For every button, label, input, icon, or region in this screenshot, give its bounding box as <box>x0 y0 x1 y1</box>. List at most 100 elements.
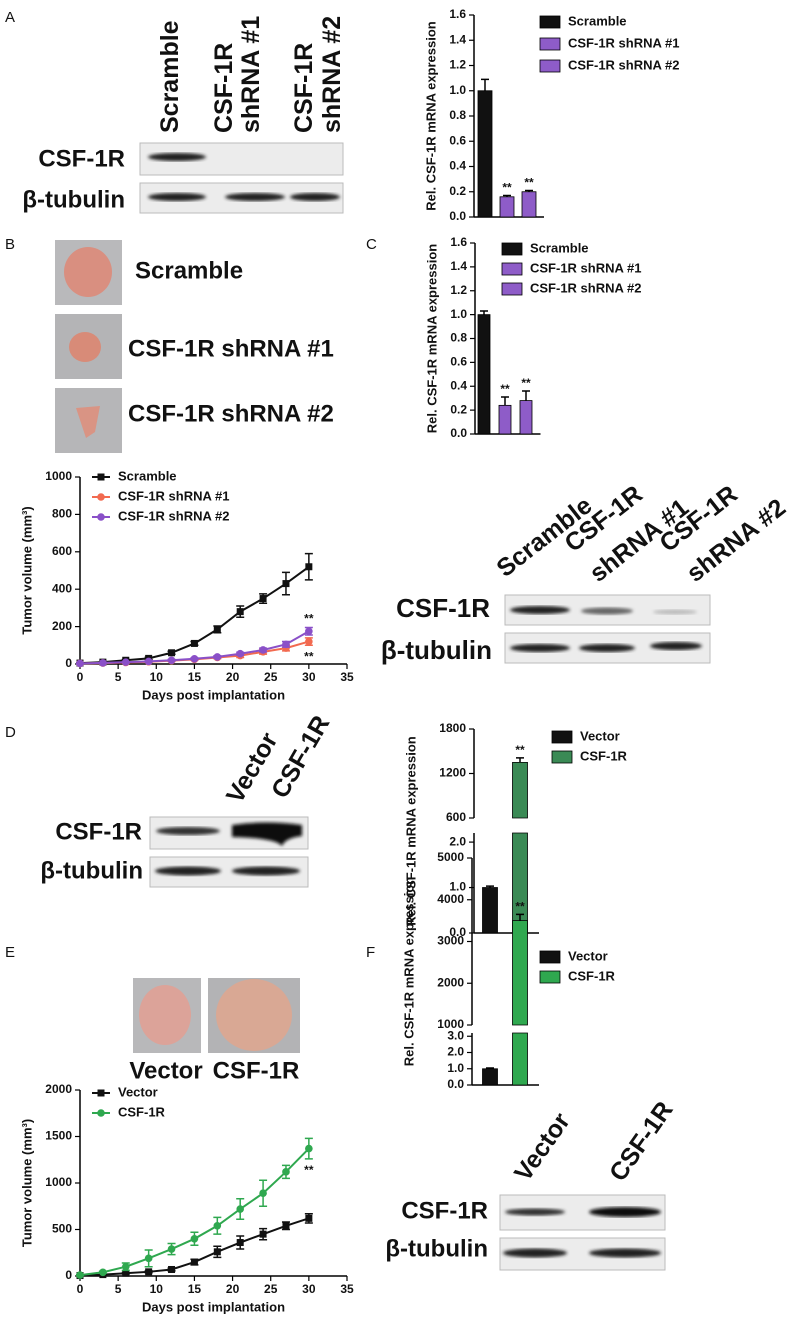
blot: Vector CSF-1R CSF-1R β-tubulin <box>40 711 335 888</box>
y-tick-label: 1000 <box>45 1175 72 1189</box>
y-tick-label: 5000 <box>437 850 464 864</box>
line <box>79 1147 310 1277</box>
x-tick-label: 25 <box>264 670 278 684</box>
y-tick-label: 0.4 <box>449 159 466 173</box>
y-tick-label: 600 <box>446 810 466 824</box>
y-axis-label: Rel. CSF-1R mRNA expression <box>424 244 439 434</box>
bar <box>499 196 515 218</box>
bar <box>477 90 493 218</box>
y-tick-label: 2.0 <box>449 834 466 848</box>
legend-marker <box>97 473 105 481</box>
y-tick-label: 1.2 <box>449 58 466 72</box>
blot: Scramble CSF-1R shRNA #1 CSF-1R shRNA #2… <box>381 480 791 665</box>
y-tick-label: 0 <box>65 656 72 670</box>
y-axis-label: Tumor volume (mm³) <box>19 1119 34 1247</box>
y-tick-label: 0.6 <box>450 355 467 369</box>
error-bar <box>516 757 524 763</box>
y-tick-label: 1.2 <box>450 283 467 297</box>
legend-label: CSF-1R shRNA #1 <box>118 488 229 503</box>
band <box>589 1248 661 1258</box>
y-tick-label: 1.6 <box>450 235 467 249</box>
marker <box>305 563 313 571</box>
y-tick-label: 3.0 <box>447 1028 464 1042</box>
significance: ** <box>515 743 525 757</box>
bar <box>521 191 537 218</box>
marker <box>282 580 290 588</box>
significance: ** <box>304 612 314 626</box>
y-tick-label: 1.0 <box>450 307 467 321</box>
legend-swatch <box>501 262 523 276</box>
marker <box>167 1245 176 1253</box>
y-tick-label: 200 <box>52 619 72 633</box>
line <box>79 565 310 665</box>
x-tick-label: 0 <box>77 1282 84 1296</box>
bar <box>498 404 512 435</box>
x-tick-label: 0 <box>77 670 84 684</box>
x-axis-label: Days post implantation <box>142 1299 285 1314</box>
y-tick-label: 2000 <box>45 1082 72 1096</box>
legend-label: Scramble <box>530 240 589 255</box>
y-tick-label: 1.4 <box>450 259 467 273</box>
significance: ** <box>515 900 525 914</box>
significance: ** <box>521 376 531 390</box>
marker <box>259 1230 267 1238</box>
legend-marker <box>97 513 105 521</box>
y-tick-label: 1800 <box>439 721 466 735</box>
band <box>148 153 206 161</box>
lane-label: Scramble <box>156 20 184 133</box>
legend-label: CSF-1R shRNA #1 <box>530 260 641 275</box>
y-tick-label: 1.0 <box>449 83 466 97</box>
legend-label: Vector <box>568 948 608 963</box>
blot: Vector CSF-1R CSF-1R β-tubulin <box>385 1096 679 1271</box>
error-bar <box>480 310 488 315</box>
photo-label: Vector <box>129 1057 202 1084</box>
marker <box>213 625 221 633</box>
marker <box>99 1268 107 1277</box>
marker <box>305 1144 313 1153</box>
marker <box>121 1262 130 1271</box>
lane-label: CSF-1R <box>210 43 238 133</box>
bar <box>477 314 491 435</box>
y-axis-label: Rel. CSF-1R mRNA expression <box>403 736 418 926</box>
marker <box>190 1235 199 1243</box>
y-axis-label: Tumor volume (mm³) <box>19 506 34 634</box>
error-bar <box>486 1067 494 1069</box>
marker <box>259 1189 267 1198</box>
y-axis-label: Rel. CSF-1R mRNA expression <box>423 21 438 211</box>
marker <box>282 1168 290 1176</box>
y-tick-label: 500 <box>52 1222 72 1236</box>
band <box>225 193 285 201</box>
x-axis-label: Days post implantation <box>142 687 285 702</box>
legend-label: Scramble <box>118 468 177 483</box>
y-tick-label: 0 <box>65 1268 72 1282</box>
panel-label: D <box>5 724 16 741</box>
marker <box>190 639 198 647</box>
band <box>589 1207 661 1217</box>
y-tick-label: 0.2 <box>449 184 466 198</box>
band <box>503 1248 567 1258</box>
panel-label: C <box>366 236 377 253</box>
lane-label: CSF-1R <box>604 1096 679 1186</box>
marker <box>305 627 313 636</box>
y-tick-label: 0.4 <box>450 378 467 392</box>
photo-label: CSF-1R shRNA #1 <box>128 335 334 362</box>
legend-swatch <box>551 730 573 744</box>
row-label: CSF-1R <box>401 1197 488 1224</box>
marker <box>168 649 176 657</box>
y-tick-label: 1500 <box>45 1129 72 1143</box>
marker <box>122 1269 130 1277</box>
significance: ** <box>304 649 314 663</box>
band <box>510 644 570 652</box>
error-bar <box>481 78 489 91</box>
tumor <box>139 985 191 1045</box>
error-bar <box>503 194 511 197</box>
panel-label: A <box>5 9 15 26</box>
significance: ** <box>502 181 512 195</box>
marker <box>282 640 290 649</box>
legend-label: CSF-1R shRNA #1 <box>568 35 679 50</box>
marker <box>282 1222 290 1230</box>
legend-marker <box>97 493 105 501</box>
marker <box>236 1205 244 1213</box>
marker <box>190 1258 198 1266</box>
error-bar <box>525 189 533 192</box>
